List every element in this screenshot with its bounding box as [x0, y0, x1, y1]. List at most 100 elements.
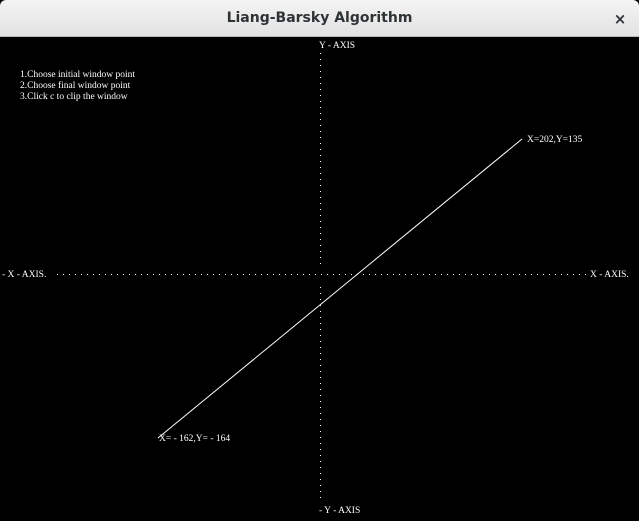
x-axis-dot: [249, 274, 250, 275]
y-axis-dot: [320, 335, 321, 336]
x-axis-dot: [93, 274, 94, 275]
y-axis-dot: [320, 143, 321, 144]
x-axis-dot: [201, 274, 202, 275]
y-axis-dot: [320, 389, 321, 390]
y-axis-dot: [320, 167, 321, 168]
x-axis-dot: [489, 274, 490, 275]
y-axis-dot: [320, 443, 321, 444]
y-axis-dot: [320, 53, 321, 54]
y-axis-dot: [320, 227, 321, 228]
x-axis-dot: [315, 274, 316, 275]
x-axis-dot: [543, 274, 544, 275]
y-axis-dot: [320, 203, 321, 204]
x-axis-dot: [273, 274, 274, 275]
plot-svg[interactable]: 1.Choose initial window point 2.Choose f…: [0, 37, 639, 521]
x-axis-dot: [75, 274, 76, 275]
canvas-background: [0, 37, 639, 521]
y-axis-dot: [320, 155, 321, 156]
x-axis-dot: [237, 274, 238, 275]
instruction-1: 1.Choose initial window point: [20, 70, 135, 80]
x-axis-dot: [441, 274, 442, 275]
x-axis-dot: [123, 274, 124, 275]
y-axis-dot: [320, 119, 321, 120]
y-axis-dot: [320, 473, 321, 474]
x-axis-dot: [87, 274, 88, 275]
x-axis-dot: [465, 274, 466, 275]
drawn-line-segment: [157, 138, 523, 439]
y-axis-dot: [320, 287, 321, 288]
y-axis-dot: [320, 149, 321, 150]
x-axis-dot: [105, 274, 106, 275]
x-axis-dot: [561, 274, 562, 275]
x-axis-dot: [129, 274, 130, 275]
x-axis-dot: [585, 274, 586, 275]
y-axis-dot: [320, 311, 321, 312]
x-axis-dot: [219, 274, 220, 275]
y-axis-dot: [320, 215, 321, 216]
end-point-label: X=202,Y=135: [527, 135, 583, 145]
y-axis-dot: [320, 305, 321, 306]
y-axis-dot: [320, 161, 321, 162]
x-axis-dot: [477, 274, 478, 275]
y-axis-dot: [320, 353, 321, 354]
x-axis-dot: [417, 274, 418, 275]
x-axis-dot: [141, 274, 142, 275]
x-axis-dot: [363, 274, 364, 275]
x-axis-dot: [525, 274, 526, 275]
x-axis-dot: [153, 274, 154, 275]
y-axis-dot: [320, 377, 321, 378]
y-axis-dot: [320, 89, 321, 90]
y-axis-dot: [320, 497, 321, 498]
y-axis-dot: [320, 299, 321, 300]
y-axis-dot: [320, 257, 321, 258]
x-axis-dot: [321, 274, 322, 275]
x-axis-dot: [387, 274, 388, 275]
y-axis-dot: [320, 479, 321, 480]
y-axis-dot: [320, 59, 321, 60]
x-axis-dot: [519, 274, 520, 275]
x-axis-dot: [429, 274, 430, 275]
x-axis-dot: [213, 274, 214, 275]
x-axis-dot: [567, 274, 568, 275]
start-point-label: X= - 162,Y= - 164: [159, 434, 230, 444]
y-axis-dot: [320, 341, 321, 342]
x-axis-dot: [351, 274, 352, 275]
x-axis-dot: [207, 274, 208, 275]
x-axis-dot: [81, 274, 82, 275]
drawing-canvas[interactable]: 1.Choose initial window point 2.Choose f…: [0, 37, 639, 521]
x-axis-dot: [291, 274, 292, 275]
x-axis-left-label: - X - AXIS.: [2, 270, 46, 280]
y-axis-dot: [320, 491, 321, 492]
x-axis-dot: [573, 274, 574, 275]
x-axis-dot: [297, 274, 298, 275]
y-axis-dot: [320, 383, 321, 384]
x-axis-dot: [177, 274, 178, 275]
x-axis-dot: [411, 274, 412, 275]
x-axis-dot: [405, 274, 406, 275]
y-axis-dot: [320, 347, 321, 348]
y-axis-dot: [320, 329, 321, 330]
x-axis-dot: [399, 274, 400, 275]
y-axis-dot: [320, 107, 321, 108]
x-axis-dot: [231, 274, 232, 275]
close-icon[interactable]: ×: [613, 10, 627, 28]
y-axis-dot: [320, 191, 321, 192]
x-axis-dot: [135, 274, 136, 275]
y-axis-dot: [320, 293, 321, 294]
x-axis-dot: [57, 274, 58, 275]
x-axis-dot: [195, 274, 196, 275]
x-axis-dot: [459, 274, 460, 275]
title-bar[interactable]: Liang-Barsky Algorithm ×: [0, 0, 639, 37]
y-axis-dot: [320, 101, 321, 102]
y-axis-dot: [320, 95, 321, 96]
x-axis-dot: [327, 274, 328, 275]
x-axis-dot: [531, 274, 532, 275]
x-axis-dot: [393, 274, 394, 275]
y-axis-dot: [320, 77, 321, 78]
y-axis-dot: [320, 113, 321, 114]
y-axis-dot: [320, 359, 321, 360]
y-axis-dot: [320, 461, 321, 462]
x-axis-dot: [345, 274, 346, 275]
x-axis-dot: [159, 274, 160, 275]
x-axis-dot: [285, 274, 286, 275]
